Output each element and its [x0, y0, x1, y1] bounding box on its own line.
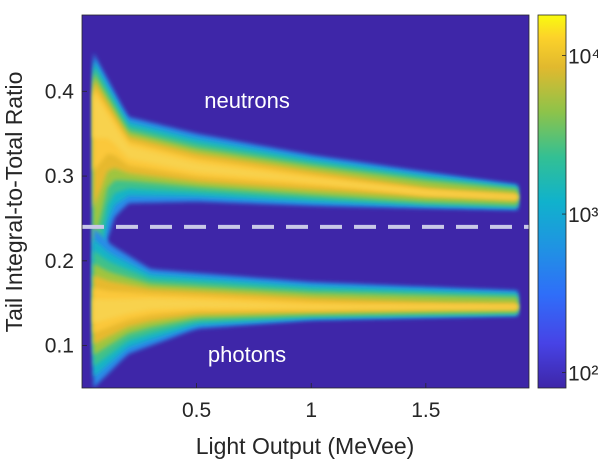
x-tick-label: 1 — [305, 399, 317, 422]
colorbar-tick-label: 10² — [568, 363, 598, 386]
colorbar-tick-label: 10⁴ — [568, 45, 598, 68]
x-tick-label: 0.5 — [182, 399, 211, 422]
neutrons-band-level-1 — [93, 53, 518, 355]
y-tick-label: 0.2 — [45, 250, 74, 273]
y-axis-label: Tail Integral-to-Total Ratio — [1, 72, 27, 333]
photons-band-level-6 — [93, 288, 518, 334]
y-tick-label: 0.4 — [45, 80, 75, 103]
y-axis: 0.1 0.2 0.3 0.4 — [45, 80, 87, 358]
plot-frame — [81, 14, 530, 389]
x-tick-label: 1.5 — [411, 399, 440, 422]
colorbar-ticks: 10² 10³ 10⁴ — [562, 45, 598, 386]
colorbar-tick-label: 10³ — [568, 204, 598, 227]
y-tick-label: 0.3 — [45, 165, 74, 188]
photons-band-level-7 — [93, 298, 518, 324]
x-axis-label: Light Output (MeVee) — [196, 433, 415, 459]
y-tick-label: 0.1 — [45, 335, 74, 358]
density-bands — [93, 53, 518, 388]
annotation-neutrons: neutrons — [204, 88, 290, 113]
x-axis: 0.5 1 1.5 — [182, 383, 440, 422]
neutrons-band-level-7 — [93, 92, 518, 199]
colorbar — [537, 14, 567, 389]
annotation-photons: photons — [208, 342, 286, 367]
